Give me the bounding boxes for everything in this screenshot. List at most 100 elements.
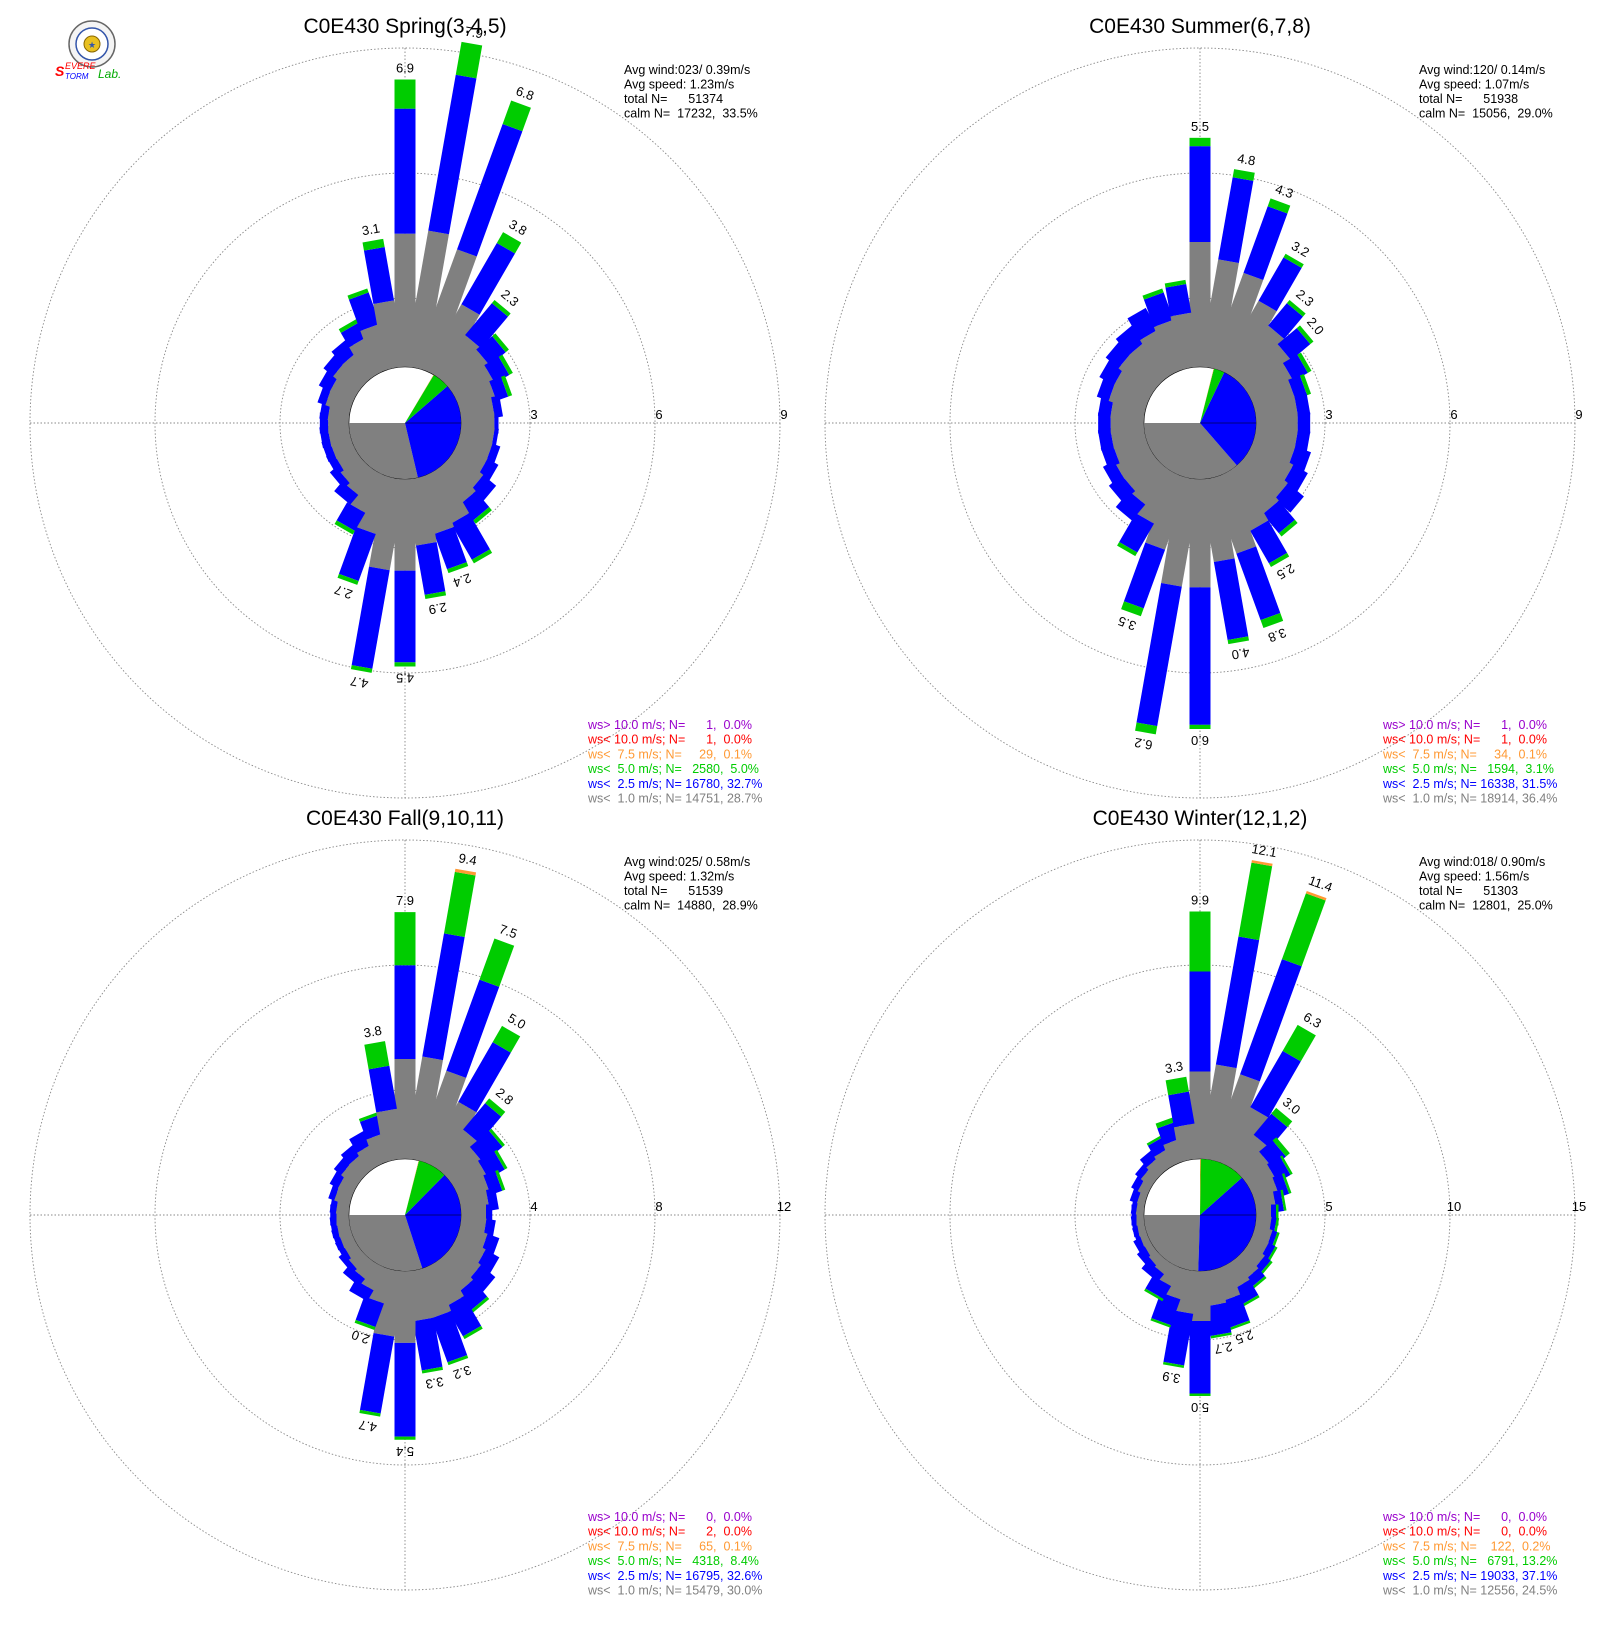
sector-value-label: 4.8 bbox=[1236, 151, 1256, 169]
bar-segment-green bbox=[1297, 352, 1312, 373]
calm-pie-slice bbox=[405, 1160, 419, 1215]
calm-pie-slice bbox=[1198, 1177, 1257, 1271]
calm-pie-slice bbox=[349, 1215, 423, 1271]
sector-bar bbox=[1164, 279, 1201, 370]
bar-segment-gray bbox=[1199, 259, 1239, 370]
bar-segment-blue bbox=[1215, 936, 1260, 1069]
sector-bar bbox=[1227, 1107, 1293, 1179]
bar-segment-blue bbox=[491, 395, 504, 418]
sector-value-label: 7.9 bbox=[464, 23, 484, 41]
sector-bar bbox=[423, 232, 522, 380]
bar-segment-green bbox=[1238, 862, 1273, 941]
sector-value-label: 3.9 bbox=[1161, 1369, 1181, 1387]
wind-rose-panel: 5 10 15 9.9 12.1 11.4 6.3 3.0 2.52.7 5.0 3.9 3.3 C0E… bbox=[824, 807, 1586, 1598]
bar-segment-blue bbox=[428, 74, 477, 235]
bar-segment-blue bbox=[494, 412, 499, 434]
sector-bar bbox=[414, 938, 515, 1166]
bar-segment-blue bbox=[1119, 513, 1155, 553]
sector-value-label: 2.5 bbox=[1274, 561, 1297, 583]
bar-segment-green bbox=[494, 1149, 508, 1170]
sector-value-label: 2.7 bbox=[1213, 1339, 1233, 1357]
legend-entry: ws> 10.0 m/s; N= 1, 0.0% bbox=[1382, 718, 1547, 732]
bar-segment-blue bbox=[458, 1042, 511, 1113]
sector-bar bbox=[1227, 299, 1306, 387]
stats-line: calm N= 15056, 29.0% bbox=[1419, 107, 1553, 121]
bar-segment-green bbox=[1268, 552, 1290, 567]
stats-line: calm N= 17232, 33.5% bbox=[624, 107, 758, 121]
wind-rose-panel: 3 6 9 5.5 4.8 4.3 3.2 2.3 2.0 2.5 3.8 4.0 6.0 6.2 3.5 C… bbox=[824, 15, 1583, 806]
bar-segment-green bbox=[1281, 1173, 1292, 1194]
bar-segment-blue bbox=[1277, 328, 1311, 361]
bar-segment-green bbox=[1240, 1295, 1260, 1308]
panel-title: C0E430 Spring(3,4,5) bbox=[303, 15, 506, 38]
bar-segment-blue bbox=[329, 467, 350, 489]
stats-line: Avg speed: 1.23m/s bbox=[624, 78, 734, 92]
bar-segment-green bbox=[1163, 1361, 1185, 1368]
bar-segment-green bbox=[1280, 1189, 1287, 1211]
bar-segment-gray bbox=[356, 472, 396, 535]
ring-label: 9 bbox=[1575, 407, 1582, 422]
bar-segment-blue bbox=[415, 541, 446, 595]
panel-title: C0E430 Fall(9,10,11) bbox=[306, 807, 504, 830]
calm-pie-slice bbox=[405, 374, 448, 423]
bar-segment-gray bbox=[1145, 472, 1191, 550]
calm-pie bbox=[348, 1158, 462, 1272]
bar-segment-blue bbox=[336, 502, 366, 531]
bar-segment-gray bbox=[347, 466, 387, 513]
bar-segment-green bbox=[1189, 724, 1211, 729]
bar-segment-green bbox=[394, 912, 416, 966]
legend-entry: ws< 7.5 m/s; N= 65, 0.1% bbox=[587, 1539, 752, 1553]
bar-segment-gray bbox=[369, 476, 406, 571]
sector-value-label: 5.0 bbox=[1191, 1400, 1209, 1415]
bar-segment-green bbox=[489, 1128, 505, 1147]
stats-line: Avg wind:025/ 0.58m/s bbox=[624, 855, 750, 869]
bar-segment-gray bbox=[1170, 312, 1201, 370]
legend-entry: ws< 7.5 m/s; N= 29, 0.1% bbox=[587, 747, 752, 761]
sector-value-label: 2.3 bbox=[498, 286, 521, 309]
bar-segment-green bbox=[1260, 612, 1284, 628]
ring-label: 3 bbox=[1325, 407, 1332, 422]
bar-segment-blue bbox=[1205, 1302, 1232, 1336]
stats-line: total N= 51938 bbox=[1419, 92, 1518, 106]
bar-segment-gray bbox=[1161, 476, 1201, 587]
bar-segment-green bbox=[1189, 1393, 1211, 1396]
bar-segment-gray bbox=[1199, 1064, 1237, 1162]
bar-segment-green bbox=[337, 573, 359, 585]
legend-entry: ws< 7.5 m/s; N= 122, 0.2% bbox=[1382, 1539, 1550, 1553]
bar-segment-gray bbox=[448, 1233, 486, 1268]
bar-segment-gray bbox=[1108, 381, 1151, 414]
bar-segment-blue bbox=[1240, 959, 1302, 1082]
bar-segment-blue bbox=[348, 292, 381, 331]
stats-line: Avg speed: 1.07m/s bbox=[1419, 78, 1529, 92]
bar-segment-blue bbox=[1213, 558, 1249, 641]
bar-segment-green bbox=[1164, 279, 1187, 288]
bar-segment-green bbox=[1189, 911, 1211, 972]
bar-segment-blue bbox=[1243, 206, 1288, 280]
bar-segment-blue bbox=[1272, 1174, 1290, 1198]
bar-segment-blue bbox=[1098, 412, 1111, 434]
sector-bar bbox=[1199, 860, 1273, 1162]
legend-entry: ws< 10.0 m/s; N= 2, 0.0% bbox=[587, 1525, 752, 1539]
bar-segment-gray bbox=[432, 335, 482, 387]
sector-value-label: 3.2 bbox=[451, 1362, 473, 1382]
calm-pie-slice bbox=[405, 374, 434, 423]
stats-line: Avg wind:120/ 0.14m/s bbox=[1419, 63, 1545, 77]
bar-segment-green bbox=[1121, 601, 1144, 617]
legend-entry: ws< 2.5 m/s; N= 19033, 37.1% bbox=[1382, 1569, 1557, 1583]
bar-segment-blue bbox=[338, 526, 376, 582]
bar-segment-gray bbox=[441, 450, 484, 492]
grid-ring bbox=[949, 964, 1451, 1466]
bar-segment-blue bbox=[489, 376, 509, 401]
bar-segment-green bbox=[501, 375, 513, 397]
legend-entry: ws< 1.0 m/s; N= 12556, 24.5% bbox=[1382, 1584, 1557, 1598]
sector-bar bbox=[414, 100, 531, 374]
ring-label: 9 bbox=[780, 407, 787, 422]
sector-bar bbox=[432, 1098, 506, 1179]
bar-segment-green bbox=[1189, 137, 1211, 147]
bar-segment-green bbox=[1267, 198, 1291, 214]
sector-value-label: 2.7 bbox=[332, 582, 354, 602]
bar-segment-green bbox=[1142, 288, 1164, 300]
sector-bar bbox=[404, 41, 483, 370]
bar-segment-gray bbox=[1218, 300, 1277, 380]
bar-segment-blue bbox=[1189, 146, 1211, 242]
